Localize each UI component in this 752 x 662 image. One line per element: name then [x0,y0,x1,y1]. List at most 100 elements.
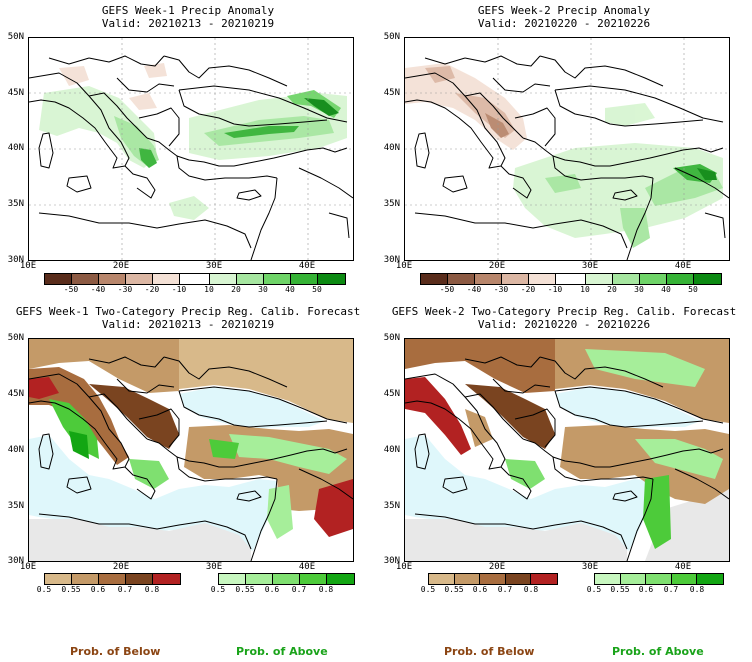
colorbar-swatch [556,274,586,284]
colorbar-swatch [219,574,246,584]
colorbar-swatch [480,574,506,584]
colorbar-label: 30 [258,285,268,294]
colorbar-label: 0.5 [210,585,226,594]
colorbar-swatch [646,574,672,584]
colorbar-label: 0.8 [318,585,334,594]
anomaly-map [28,37,354,261]
colorbar-label: 50 [688,285,698,294]
lat-label-30n: 30N [7,556,24,566]
colorbar-swatch [697,574,723,584]
colorbar-swatch [153,274,180,284]
colorbar-label: -10 [171,285,187,294]
panel-title: GEFS Week-1 Precip Anomaly [101,4,275,17]
colorbar-swatch [273,574,300,584]
colorbar-label: 0.7 [117,585,133,594]
prob-below-title: Prob. of Below [70,645,161,658]
colorbar-label: 0.7 [663,585,679,594]
colorbar-label: 50 [312,285,322,294]
colorbar-swatch [99,574,126,584]
colorbar-swatch [99,274,126,284]
prob-below-colorbar [428,573,558,585]
colorbar-label: 40 [661,285,671,294]
colorbar-label: 10 [204,285,214,294]
lon-label-30e: 30E [205,562,223,572]
colorbar-swatch [421,274,448,284]
prob-below-title: Prob. of Below [444,645,535,658]
panel-week1-anomaly: GEFS Week-1 Precip Anomaly Valid: 202102… [0,0,376,300]
panel-title: GEFS Week-2 Two-Category Precip Reg. Cal… [391,305,737,318]
probability-shading [405,339,729,549]
colorbar-swatch [595,574,621,584]
lon-label-10e: 10E [395,562,413,572]
colorbar-label: 0.8 [689,585,705,594]
probability-map [404,338,730,562]
lat-label-50n: 50N [7,32,24,42]
colorbar-swatch [667,274,694,284]
colorbar-swatch [126,574,153,584]
colorbar-label: 0.5 [36,585,52,594]
colorbar-label: 0.6 [90,585,106,594]
colorbar-label: -20 [144,285,160,294]
colorbar-label: 0.5 [420,585,436,594]
panel-valid-date: Valid: 20210220 - 20210226 [477,17,651,30]
lon-label-20e: 20E [488,261,506,271]
lat-label-35n: 35N [383,501,400,511]
colorbar-swatch [237,274,264,284]
colorbar-label: 10 [580,285,590,294]
colorbar-swatch [475,274,502,284]
colorbar-swatch [505,574,532,584]
anomaly-map-graphic [29,38,353,260]
panel-valid-date: Valid: 20210213 - 20210219 [101,17,275,30]
colorbar-label: 20 [607,285,617,294]
colorbar-swatch [454,574,481,584]
colorbar-swatch [640,274,667,284]
colorbar-swatch [448,274,475,284]
lat-label-45n: 45N [7,88,24,98]
lon-label-10e: 10E [395,261,413,271]
prob-above-title: Prob. of Above [612,645,704,658]
lat-label-50n: 50N [383,333,400,343]
colorbar-label: 0.5 [586,585,602,594]
colorbar-label: 0.55 [610,585,630,594]
lat-label-40n: 40N [383,143,400,153]
colorbar-label: 0.8 [523,585,539,594]
colorbar-label: -20 [520,285,536,294]
lon-label-30e: 30E [205,261,223,271]
lat-label-35n: 35N [383,199,400,209]
colorbar-label: 0.55 [235,585,255,594]
anomaly-colorbar [420,273,722,285]
anomaly-map-graphic [405,38,729,260]
lon-label-20e: 20E [112,261,130,271]
colorbar-swatch [300,574,327,584]
colorbar-label: -50 [439,285,455,294]
colorbar-label: -30 [117,285,133,294]
lat-label-45n: 45N [7,389,24,399]
colorbar-label: -10 [547,285,563,294]
lat-label-45n: 45N [383,88,400,98]
anomaly-colorbar [44,273,346,285]
colorbar-swatch [586,274,613,284]
colorbar-swatch [291,274,318,284]
colorbar-swatch [671,574,698,584]
lon-label-40e: 40E [674,562,692,572]
colorbar-label: 0.55 [444,585,464,594]
lon-label-30e: 30E [581,261,599,271]
colorbar-swatch [72,274,99,284]
lon-label-40e: 40E [298,261,316,271]
lat-label-40n: 40N [7,143,24,153]
colorbar-swatch [72,574,99,584]
prob-below-colorbar [44,573,181,585]
colorbar-swatch [613,274,640,284]
lon-label-10e: 10E [19,261,37,271]
lon-label-30e: 30E [581,562,599,572]
anomaly-map [404,37,730,261]
colorbar-swatch [429,574,455,584]
colorbar-label: 0.8 [144,585,160,594]
lon-label-40e: 40E [674,261,692,271]
colorbar-swatch [620,574,647,584]
lat-label-40n: 40N [7,445,24,455]
colorbar-swatch [45,274,72,284]
anomaly-shading [39,63,347,220]
colorbar-label: -30 [493,285,509,294]
colorbar-swatch [126,274,153,284]
